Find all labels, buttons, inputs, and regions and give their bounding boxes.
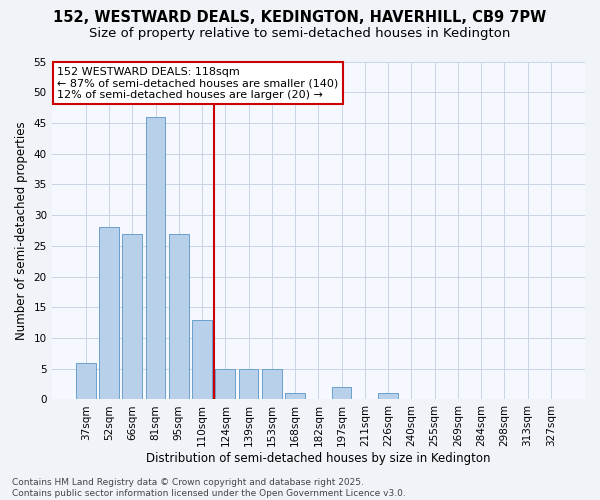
Text: 152, WESTWARD DEALS, KEDINGTON, HAVERHILL, CB9 7PW: 152, WESTWARD DEALS, KEDINGTON, HAVERHIL… bbox=[53, 10, 547, 25]
Bar bbox=[285, 394, 305, 400]
Bar bbox=[215, 368, 235, 400]
X-axis label: Distribution of semi-detached houses by size in Kedington: Distribution of semi-detached houses by … bbox=[146, 452, 491, 465]
Bar bbox=[169, 234, 188, 400]
Y-axis label: Number of semi-detached properties: Number of semi-detached properties bbox=[15, 121, 28, 340]
Bar bbox=[262, 368, 282, 400]
Bar bbox=[239, 368, 259, 400]
Bar bbox=[332, 387, 352, 400]
Text: Size of property relative to semi-detached houses in Kedington: Size of property relative to semi-detach… bbox=[89, 28, 511, 40]
Bar bbox=[122, 234, 142, 400]
Text: 152 WESTWARD DEALS: 118sqm
← 87% of semi-detached houses are smaller (140)
12% o: 152 WESTWARD DEALS: 118sqm ← 87% of semi… bbox=[57, 66, 338, 100]
Bar bbox=[192, 320, 212, 400]
Bar bbox=[146, 117, 166, 400]
Text: Contains HM Land Registry data © Crown copyright and database right 2025.
Contai: Contains HM Land Registry data © Crown c… bbox=[12, 478, 406, 498]
Bar bbox=[76, 362, 95, 400]
Bar bbox=[378, 394, 398, 400]
Bar bbox=[99, 228, 119, 400]
